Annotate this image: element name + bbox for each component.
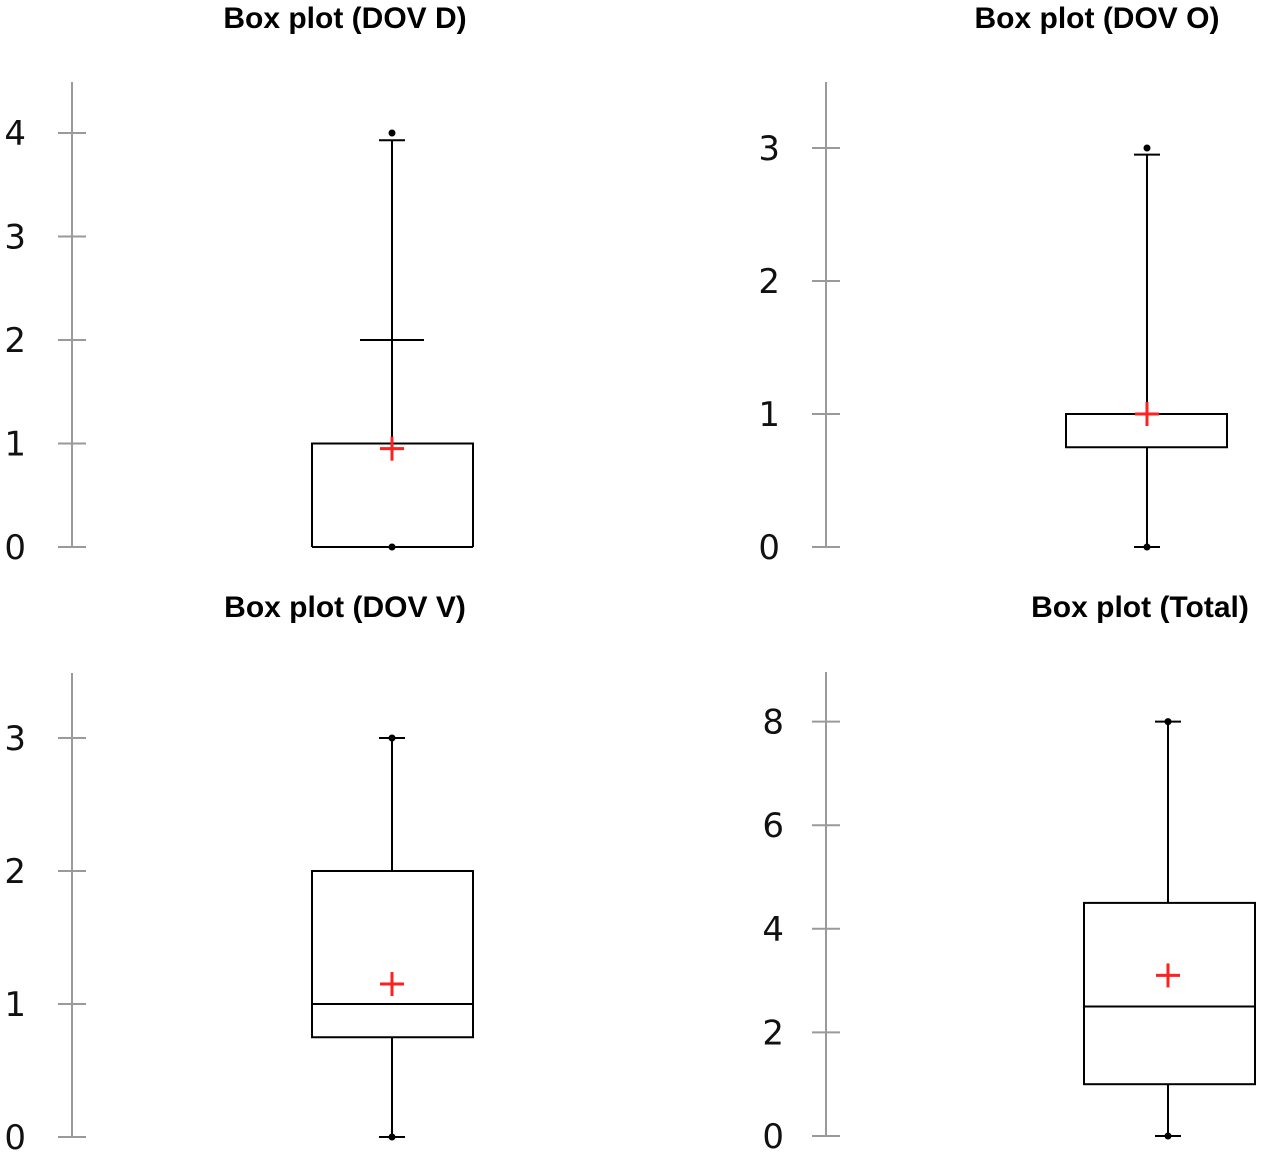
y-tick-label: 4 [4, 114, 26, 154]
min-point [388, 1133, 396, 1141]
y-tick-label: 4 [762, 910, 784, 950]
y-tick-label: 0 [4, 528, 26, 568]
mean-marker [1156, 963, 1180, 988]
box-body [1083, 901, 1256, 1086]
max-point [388, 734, 396, 742]
y-tick-label: 3 [758, 129, 780, 169]
y-tick-label: 0 [762, 1117, 784, 1153]
mean-marker [1135, 402, 1159, 426]
chart-title: Box plot (DOV V) [224, 591, 466, 624]
y-tick-label: 3 [4, 218, 26, 258]
y-tick-label: 1 [4, 985, 26, 1025]
y-tick-label: 1 [4, 425, 26, 465]
min-point [1164, 1132, 1172, 1140]
box-body [311, 870, 474, 1039]
chart-title: Box plot (Total) [1031, 591, 1249, 624]
y-tick-label: 2 [762, 1013, 784, 1053]
y-tick-label: 6 [762, 806, 784, 846]
max-point [388, 129, 396, 137]
y-tick-label: 2 [758, 262, 780, 302]
min-point [1143, 543, 1151, 551]
y-tick-label: 3 [4, 719, 26, 759]
y-tick-label: 8 [762, 703, 784, 743]
y-tick-label: 0 [758, 528, 780, 568]
mean-marker [380, 972, 404, 997]
y-tick-label: 2 [4, 852, 26, 892]
y-tick-label: 1 [758, 395, 780, 435]
chart-title: Box plot (DOV D) [223, 2, 466, 35]
min-point [388, 543, 396, 551]
mean-marker [380, 436, 404, 461]
chart-title: Box plot (DOV O) [975, 2, 1220, 35]
max-point [1164, 718, 1172, 726]
max-point [1143, 144, 1151, 152]
y-tick-label: 0 [4, 1118, 26, 1153]
y-tick-label: 2 [4, 321, 26, 361]
